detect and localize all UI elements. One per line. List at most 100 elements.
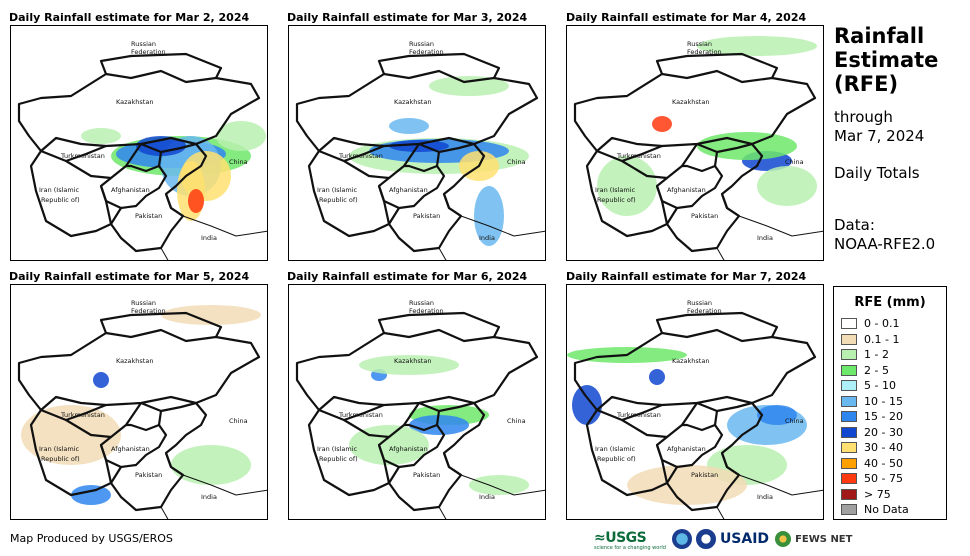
country-label-india: India (757, 493, 773, 501)
rainfall-map-4: Russian Federation Kazakhstan Turkmenistan C… (10, 284, 268, 520)
country-label-pakistan: Pakistan (135, 471, 162, 479)
country-label-china: China (785, 158, 804, 166)
legend-item: 5 - 10 (834, 378, 946, 394)
country-label-iran2: Republic of) (319, 455, 358, 463)
country-label-iran2: Republic of) (41, 455, 80, 463)
country-border (682, 401, 753, 432)
country-label-afghanistan: Afghanistan (667, 445, 706, 453)
rainfall-area (757, 405, 797, 425)
country-label-turkmenistan: Turkmenistan (616, 411, 661, 419)
country-border (655, 52, 779, 79)
country-label-pakistan: Pakistan (413, 212, 440, 220)
country-label-afghanistan: Afghanistan (111, 445, 150, 453)
legend-item: 15 - 20 (834, 409, 946, 425)
country-label-turkmenistan: Turkmenistan (60, 152, 105, 160)
country-label-turkmenistan: Turkmenistan (338, 411, 383, 419)
legend-title: RFE (mm) (854, 295, 926, 310)
country-border (295, 328, 539, 412)
country-label-india: India (757, 234, 773, 242)
legend-label: No Data (864, 503, 909, 517)
country-label-iran1: Iran (Islamic (39, 445, 80, 453)
legend-item: 40 - 50 (834, 456, 946, 472)
legend-swatch (841, 426, 857, 438)
legend-swatch (841, 395, 857, 407)
legend-label: 15 - 20 (864, 410, 903, 424)
country-border (17, 328, 261, 412)
country-label-kazakhstan: Kazakhstan (116, 98, 153, 106)
country-border (573, 328, 817, 412)
country-label-russia2: Federation (131, 48, 166, 56)
country-border (160, 215, 267, 260)
rainfall-area (572, 385, 602, 425)
country-label-russia2: Federation (409, 307, 444, 315)
country-border (438, 215, 545, 260)
country-label-afghanistan: Afghanistan (389, 186, 428, 194)
country-label-kazakhstan: Kazakhstan (394, 98, 431, 106)
country-label-china: China (229, 158, 248, 166)
through-label: through (834, 108, 893, 126)
country-label-russia1: Russian (409, 40, 434, 48)
title-line-3: (RFE) (834, 72, 899, 96)
legend-swatch (841, 318, 857, 330)
country-label-turkmenistan: Turkmenistan (60, 411, 105, 419)
rainfall-map-6: Russian Federation Kazakhstan Turkmenistan C… (566, 284, 824, 520)
country-label-russia1: Russian (131, 40, 156, 48)
title-line-2: Estimate (834, 48, 939, 72)
legend-item: 1 - 2 (834, 347, 946, 363)
country-border (29, 150, 113, 238)
rainfall-area (652, 116, 672, 132)
legend-item: 2 - 5 (834, 363, 946, 379)
panel-title-4: Daily Rainfall estimate for Mar 5, 2024 (9, 270, 250, 283)
country-label-india: India (479, 234, 495, 242)
country-label-china: China (785, 417, 804, 425)
rainfall-area (188, 189, 204, 213)
country-label-pakistan: Pakistan (691, 212, 718, 220)
rainfall-area (429, 76, 509, 96)
usaid-logo: USAID (719, 531, 770, 547)
legend-label: 5 - 10 (864, 379, 896, 393)
legend-swatch (841, 349, 857, 361)
legend-swatch (841, 473, 857, 485)
country-border (655, 311, 779, 338)
rainfall-area (216, 121, 266, 151)
legend-swatch (841, 488, 857, 500)
legend-label: 1 - 2 (864, 348, 889, 362)
legend-item: 10 - 15 (834, 394, 946, 410)
rainfall-area (649, 369, 665, 385)
country-label-china: China (229, 417, 248, 425)
legend-item: 0 - 0.1 (834, 316, 946, 332)
country-border (99, 311, 223, 338)
data-label: Data: (834, 216, 875, 234)
country-border (109, 193, 185, 253)
legend-label: 20 - 30 (864, 425, 903, 439)
rainfall-map-5: Russian Federation Kazakhstan Turkmenistan C… (288, 284, 546, 520)
legend-item: 30 - 40 (834, 440, 946, 456)
panel-title-5: Daily Rainfall estimate for Mar 6, 2024 (287, 270, 528, 283)
country-label-iran1: Iran (Islamic (39, 186, 80, 194)
rainfall-area (359, 355, 459, 375)
country-label-turkmenistan: Turkmenistan (338, 152, 383, 160)
daily-totals-label: Daily Totals (834, 164, 920, 182)
country-label-pakistan: Pakistan (691, 471, 718, 479)
legend-item: No Data (834, 502, 946, 518)
country-border (404, 401, 475, 432)
legend-swatch (841, 457, 857, 469)
legend-label: > 75 (864, 487, 891, 501)
logo-strip: ≈USGS science for a changing world USAID… (594, 526, 852, 552)
country-label-india: India (201, 234, 217, 242)
country-label-turkmenistan: Turkmenistan (616, 152, 661, 160)
country-label-kazakhstan: Kazakhstan (116, 357, 153, 365)
country-border (665, 193, 741, 253)
country-label-iran1: Iran (Islamic (595, 445, 636, 453)
country-border (377, 52, 501, 79)
country-label-russia2: Federation (687, 48, 722, 56)
noaa-logo-icon (671, 529, 692, 549)
country-border (585, 409, 669, 497)
country-label-china: China (507, 158, 526, 166)
legend-label: 10 - 15 (864, 394, 903, 408)
legend-label: 40 - 50 (864, 456, 903, 470)
